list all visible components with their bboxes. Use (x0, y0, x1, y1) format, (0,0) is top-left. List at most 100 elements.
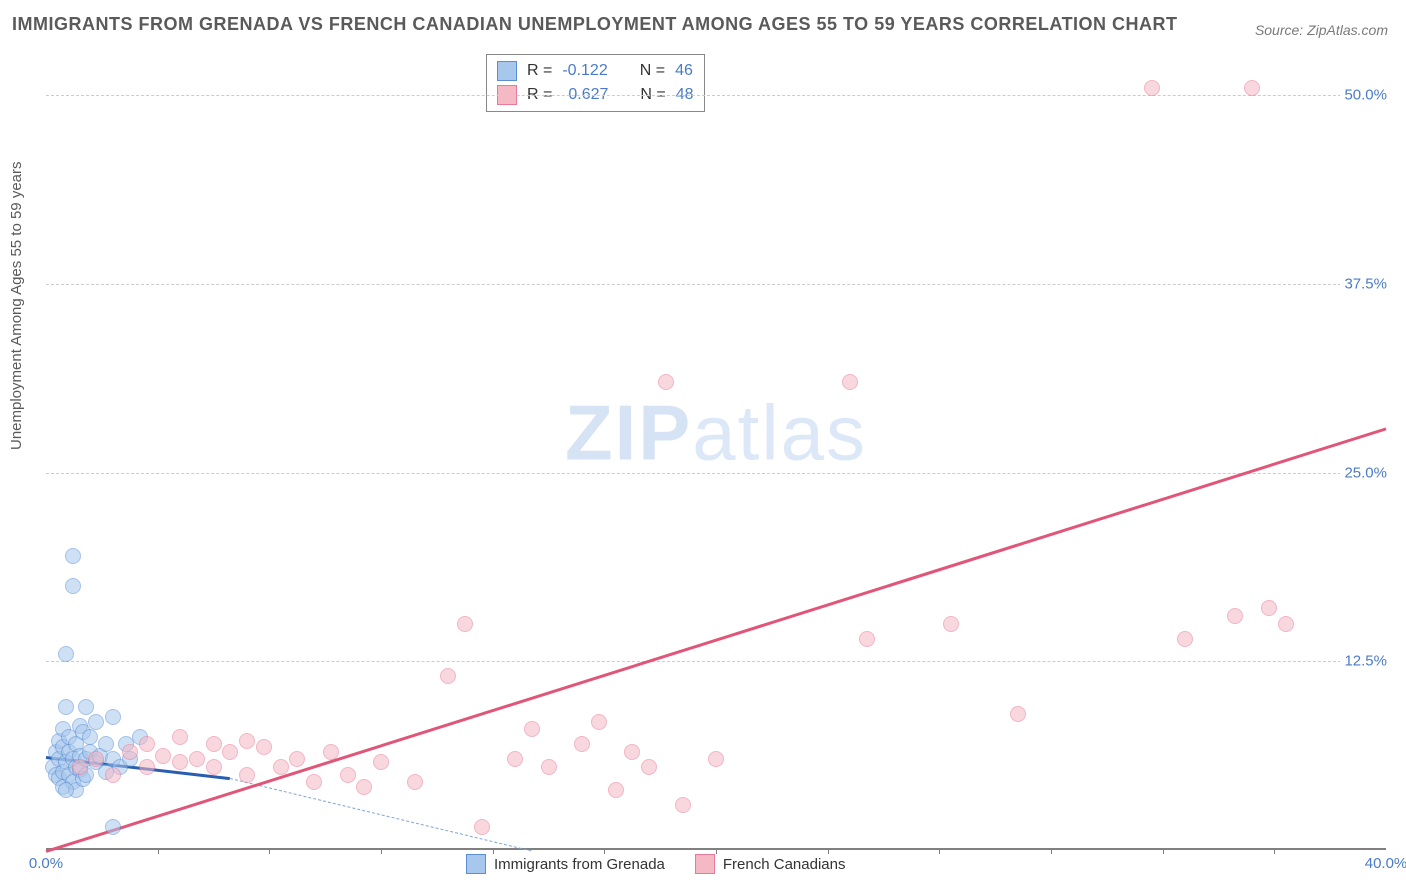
data-point-series-1 (172, 754, 188, 770)
data-point-series-1 (407, 774, 423, 790)
data-point-series-1 (1177, 631, 1193, 647)
data-point-series-1 (641, 759, 657, 775)
data-point-series-1 (139, 759, 155, 775)
data-point-series-1 (708, 751, 724, 767)
legend-label-1: French Canadians (723, 856, 846, 873)
data-point-series-1 (206, 759, 222, 775)
stat-n-label-0: N = (640, 59, 665, 83)
data-point-series-1 (1261, 600, 1277, 616)
data-point-series-1 (72, 759, 88, 775)
data-point-series-1 (524, 721, 540, 737)
data-point-series-0 (58, 699, 74, 715)
data-point-series-1 (139, 736, 155, 752)
data-point-series-1 (206, 736, 222, 752)
stat-row-0: R = -0.122 N = 46 (497, 59, 694, 83)
x-tick-mark (158, 848, 159, 854)
watermark: ZIPatlas (565, 388, 867, 479)
plot-area: ZIPatlas R = -0.122 N = 46 R = 0.627 N =… (46, 50, 1386, 850)
data-point-series-1 (658, 374, 674, 390)
legend-swatch-0 (466, 854, 486, 874)
data-point-series-0 (98, 736, 114, 752)
x-tick-mark (1163, 848, 1164, 854)
x-tick-mark (1051, 848, 1052, 854)
data-point-series-1 (222, 744, 238, 760)
x-tick-mark (269, 848, 270, 854)
data-point-series-1 (1244, 80, 1260, 96)
legend-label-0: Immigrants from Grenada (494, 856, 665, 873)
data-point-series-1 (306, 774, 322, 790)
data-point-series-1 (675, 797, 691, 813)
source-label: Source: ZipAtlas.com (1255, 22, 1388, 38)
stat-legend: R = -0.122 N = 46 R = 0.627 N = 48 (486, 54, 705, 112)
regression-line-dash-0 (230, 778, 532, 851)
data-point-series-0 (105, 709, 121, 725)
x-tick-mark (381, 848, 382, 854)
watermark-zip: ZIP (565, 389, 692, 477)
data-point-series-1 (289, 751, 305, 767)
data-point-series-1 (256, 739, 272, 755)
data-point-series-0 (105, 819, 121, 835)
data-point-series-1 (189, 751, 205, 767)
stat-n-value-0: 46 (675, 59, 693, 83)
x-tick-mark (604, 848, 605, 854)
data-point-series-0 (78, 699, 94, 715)
y-tick-label: 12.5% (1340, 653, 1391, 670)
data-point-series-1 (323, 744, 339, 760)
watermark-atlas: atlas (692, 389, 867, 477)
y-axis-label: Unemployment Among Ages 55 to 59 years (8, 161, 25, 450)
data-point-series-1 (1144, 80, 1160, 96)
data-point-series-1 (624, 744, 640, 760)
data-point-series-0 (58, 646, 74, 662)
data-point-series-0 (88, 714, 104, 730)
x-tick-mark (1274, 848, 1275, 854)
data-point-series-1 (155, 748, 171, 764)
data-point-series-1 (474, 819, 490, 835)
data-point-series-1 (172, 729, 188, 745)
data-point-series-1 (943, 616, 959, 632)
data-point-series-1 (239, 733, 255, 749)
data-point-series-1 (356, 779, 372, 795)
stat-r-label-0: R = (527, 59, 552, 83)
data-point-series-1 (842, 374, 858, 390)
legend-item-1: French Canadians (695, 854, 846, 874)
data-point-series-0 (58, 782, 74, 798)
data-point-series-1 (88, 751, 104, 767)
stat-r-value-0: -0.122 (562, 59, 607, 83)
data-point-series-0 (65, 578, 81, 594)
data-point-series-1 (105, 767, 121, 783)
gridline-h (46, 95, 1386, 96)
gridline-h (46, 284, 1386, 285)
x-tick-mark (939, 848, 940, 854)
stat-swatch-0 (497, 61, 517, 81)
data-point-series-1 (507, 751, 523, 767)
bottom-legend: Immigrants from Grenada French Canadians (466, 854, 845, 874)
data-point-series-1 (608, 782, 624, 798)
legend-swatch-1 (695, 854, 715, 874)
x-tick-label: 40.0% (1365, 855, 1406, 872)
data-point-series-1 (1010, 706, 1026, 722)
data-point-series-1 (1227, 608, 1243, 624)
data-point-series-1 (574, 736, 590, 752)
data-point-series-1 (239, 767, 255, 783)
data-point-series-0 (82, 729, 98, 745)
data-point-series-1 (273, 759, 289, 775)
data-point-series-1 (591, 714, 607, 730)
data-point-series-0 (65, 548, 81, 564)
y-tick-label: 37.5% (1340, 275, 1391, 292)
chart-title: IMMIGRANTS FROM GRENADA VS FRENCH CANADI… (12, 14, 1178, 35)
x-tick-mark (828, 848, 829, 854)
y-tick-label: 50.0% (1340, 87, 1391, 104)
x-tick-label: 0.0% (29, 855, 63, 872)
data-point-series-1 (859, 631, 875, 647)
gridline-h (46, 661, 1386, 662)
x-tick-mark (716, 848, 717, 854)
data-point-series-1 (541, 759, 557, 775)
data-point-series-1 (440, 668, 456, 684)
x-tick-mark (493, 848, 494, 854)
data-point-series-1 (457, 616, 473, 632)
data-point-series-1 (1278, 616, 1294, 632)
data-point-series-1 (340, 767, 356, 783)
data-point-series-1 (122, 744, 138, 760)
data-point-series-1 (373, 754, 389, 770)
legend-item-0: Immigrants from Grenada (466, 854, 665, 874)
